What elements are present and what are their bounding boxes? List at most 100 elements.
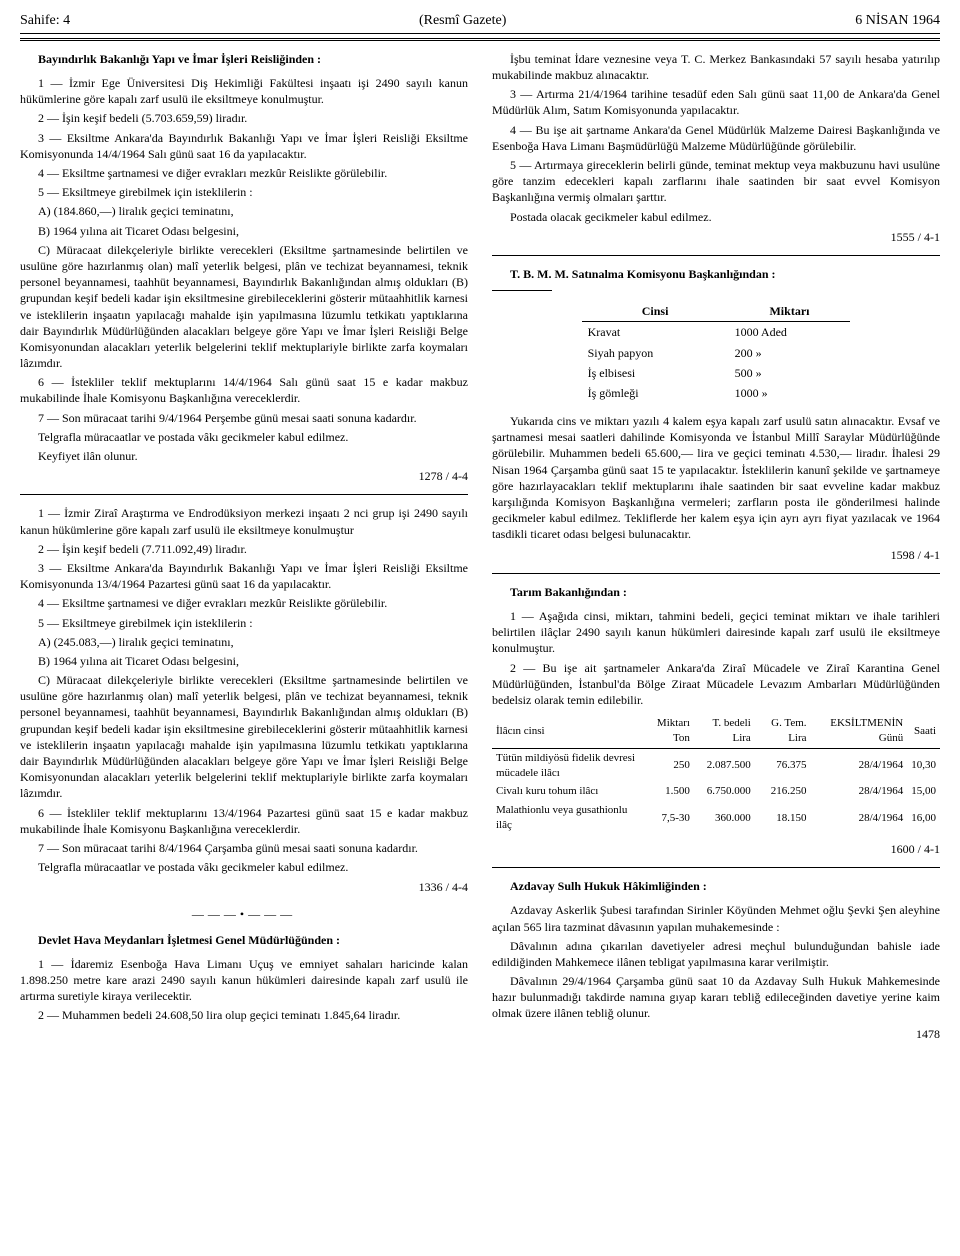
cell: Tütün mildiyösü fidelik devresi mücadele… (492, 748, 642, 782)
cell: 1.500 (642, 782, 694, 801)
cell: Malathionlu veya gusathionlu ilâç (492, 801, 642, 835)
reference-number: 1600 / 4-1 (492, 841, 940, 857)
table-header: Cinsi (582, 301, 729, 322)
notice-heading: T. B. M. M. Satınalma Komisyonu Başkanlı… (492, 266, 940, 282)
para: Telgrafla müracaatlar ve postada vâkı ge… (20, 859, 468, 875)
para: 2 — Muhammen bedeli 24.608,50 lira olup … (20, 1007, 468, 1023)
para: B) 1964 yılına ait Ticaret Odası belgesi… (20, 223, 468, 239)
short-rule (492, 290, 552, 291)
notice-heading: Devlet Hava Meydanları İşletmesi Genel M… (20, 932, 468, 948)
cell: Kravat (582, 322, 729, 343)
ornament-divider (20, 906, 468, 922)
cell: 1000 » (729, 383, 851, 403)
para: 5 — Artırmaya gireceklerin belirli günde… (492, 157, 940, 206)
para: 6 — İstekliler teklif mektuplarını 14/4/… (20, 374, 468, 406)
page-header: Sahife: 4 (Resmî Gazete) 6 NİSAN 1964 (20, 12, 940, 34)
table-row: Kravat1000 Aded (582, 322, 851, 343)
para: Yukarıda cins ve miktarı yazılı 4 kalem … (492, 413, 940, 543)
para: 4 — Bu işe ait şartname Ankara'da Genel … (492, 122, 940, 154)
para: 2 — Bu işe ait şartnameler Ankara'da Zir… (492, 660, 940, 709)
cell: 2.087.500 (694, 748, 755, 782)
header-rule (20, 38, 940, 41)
reference-number: 1478 (492, 1026, 940, 1042)
table-header: Miktarı (729, 301, 851, 322)
table-header: G. Tem. Lira (755, 714, 811, 748)
cell: Civalı kuru tohum ilâcı (492, 782, 642, 801)
cell: İş gömleği (582, 383, 729, 403)
header-center: (Resmî Gazete) (419, 12, 506, 31)
para: 3 — Artırma 21/4/1964 tarihine tesadüf e… (492, 86, 940, 118)
notice-heading: Tarım Bakanlığından : (492, 584, 940, 600)
cell: İş elbisesi (582, 363, 729, 383)
para: 5 — Eksiltmeye girebilmek için isteklile… (20, 615, 468, 631)
para: Dâvalının 29/4/1964 Çarşamba günü saat 1… (492, 973, 940, 1022)
header-left: Sahife: 4 (20, 12, 70, 31)
cell: Siyah papyon (582, 343, 729, 363)
para: 1 — İdaremiz Esenboğa Hava Limanı Uçuş v… (20, 956, 468, 1005)
para: Telgrafla müracaatlar ve postada vâkı ge… (20, 429, 468, 445)
cell: 500 » (729, 363, 851, 383)
para: 2 — İşin keşif bedeli (5.703.659,59) lir… (20, 110, 468, 126)
reference-number: 1336 / 4-4 (20, 879, 468, 895)
para: 1 — İzmir Ziraî Araştırma ve Endrodüksiy… (20, 505, 468, 537)
table-header: EKSİLTMENİN Günü (811, 714, 908, 748)
para: C) Müracaat dilekçeleriyle birlikte vere… (20, 242, 468, 372)
para: Postada olacak gecikmeler kabul edilmez. (492, 209, 940, 225)
cell: 76.375 (755, 748, 811, 782)
table-row: Malathionlu veya gusathionlu ilâç 7,5-30… (492, 801, 940, 835)
divider (20, 494, 468, 495)
cell: 360.000 (694, 801, 755, 835)
notice-heading: Azdavay Sulh Hukuk Hâkimliğinden : (492, 878, 940, 894)
right-column: İşbu teminat İdare veznesine veya T. C. … (492, 51, 940, 1052)
cell: 250 (642, 748, 694, 782)
table-header: Miktarı Ton (642, 714, 694, 748)
para: 7 — Son müracaat tarihi 9/4/1964 Perşemb… (20, 410, 468, 426)
para: 3 — Eksiltme Ankara'da Bayındırlık Bakan… (20, 560, 468, 592)
cell: 28/4/1964 (811, 801, 908, 835)
para: 4 — Eksiltme şartnamesi ve diğer evrakla… (20, 595, 468, 611)
table-header: Saati (907, 714, 940, 748)
para: 6 — İstekliler teklif mektuplarını 13/4/… (20, 805, 468, 837)
reference-number: 1555 / 4-1 (492, 229, 940, 245)
cell: 16,00 (907, 801, 940, 835)
left-column: Bayındırlık Bakanlığı Yapı ve İmar İşler… (20, 51, 468, 1052)
table-row: Civalı kuru tohum ilâcı 1.500 6.750.000 … (492, 782, 940, 801)
items-table: Cinsi Miktarı Kravat1000 Aded Siyah papy… (582, 301, 851, 403)
header-right: 6 NİSAN 1964 (855, 12, 940, 31)
cell: 10,30 (907, 748, 940, 782)
table-row: Siyah papyon200 » (582, 343, 851, 363)
para: B) 1964 yılına ait Ticaret Odası belgesi… (20, 653, 468, 669)
cell: 18.150 (755, 801, 811, 835)
table-row: İş gömleği1000 » (582, 383, 851, 403)
cell: 216.250 (755, 782, 811, 801)
divider (492, 255, 940, 256)
para: 4 — Eksiltme şartnamesi ve diğer evrakla… (20, 165, 468, 181)
cell: 28/4/1964 (811, 782, 908, 801)
cell: 1000 Aded (729, 322, 851, 343)
drugs-table: İlâcın cinsi Miktarı Ton T. bedeli Lira … (492, 714, 940, 835)
table-row: Tütün mildiyösü fidelik devresi mücadele… (492, 748, 940, 782)
table-row: İş elbisesi500 » (582, 363, 851, 383)
para: 2 — İşin keşif bedeli (7.711.092,49) lir… (20, 541, 468, 557)
divider (492, 867, 940, 868)
para: A) (184.860,—) liralık geçici teminatını… (20, 203, 468, 219)
table-header: T. bedeli Lira (694, 714, 755, 748)
cell: 28/4/1964 (811, 748, 908, 782)
para: 5 — Eksiltmeye girebilmek için isteklile… (20, 184, 468, 200)
para: Azdavay Askerlik Şubesi tarafından Sirin… (492, 902, 940, 934)
cell: 6.750.000 (694, 782, 755, 801)
para: 7 — Son müracaat tarihi 8/4/1964 Çarşamb… (20, 840, 468, 856)
notice-heading: Bayındırlık Bakanlığı Yapı ve İmar İşler… (20, 51, 468, 67)
reference-number: 1598 / 4-1 (492, 547, 940, 563)
cell: 15,00 (907, 782, 940, 801)
cell: 7,5-30 (642, 801, 694, 835)
para: 1 — Aşağıda cinsi, miktarı, tahmini bede… (492, 608, 940, 657)
reference-number: 1278 / 4-4 (20, 468, 468, 484)
para: 3 — Eksiltme Ankara'da Bayındırlık Bakan… (20, 130, 468, 162)
para: İşbu teminat İdare veznesine veya T. C. … (492, 51, 940, 83)
para: 1 — İzmir Ege Üniversitesi Diş Hekimliği… (20, 75, 468, 107)
para: C) Müracaat dilekçeleriyle birlikte vere… (20, 672, 468, 802)
para: A) (245.083,—) liralık geçici teminatını… (20, 634, 468, 650)
para: Dâvalının adına çıkarılan davetiyeler ad… (492, 938, 940, 970)
para: Keyfiyet ilân olunur. (20, 448, 468, 464)
